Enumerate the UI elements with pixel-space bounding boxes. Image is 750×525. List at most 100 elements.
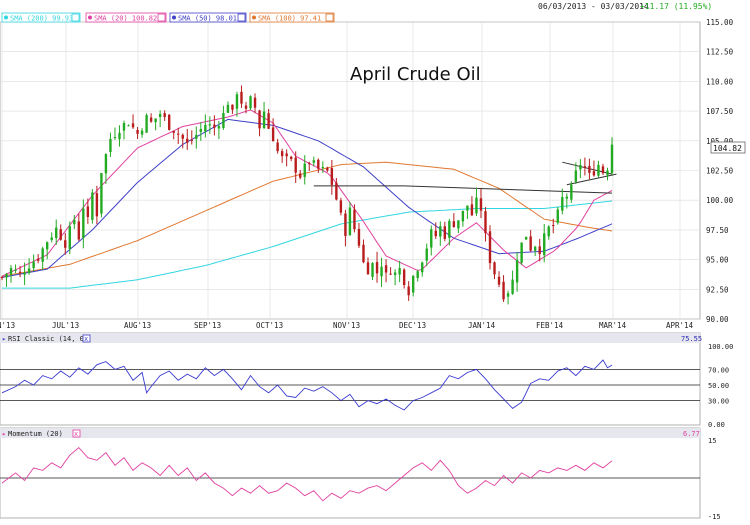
candle (543, 223, 546, 263)
candle (167, 113, 171, 131)
svg-text:x: x (84, 335, 88, 343)
candle (131, 114, 135, 129)
legend-close-icon[interactable] (325, 13, 334, 22)
candle (235, 91, 239, 117)
candle (452, 213, 456, 228)
candle (190, 130, 193, 145)
collapse-icon[interactable]: ▸ (2, 335, 6, 343)
legend-item[interactable]: SMA (50) 98.01 (169, 12, 247, 23)
candle (9, 265, 13, 283)
candle (321, 161, 325, 173)
candle (95, 185, 99, 225)
candle (502, 275, 505, 303)
candle (77, 213, 81, 241)
candle (384, 259, 388, 283)
candle (366, 257, 370, 275)
candle (588, 158, 591, 180)
legend-label: SMA (200) 99.93 (10, 15, 73, 23)
panel-tick-label: 0.00 (708, 421, 725, 429)
candle (524, 236, 528, 240)
candle (276, 138, 279, 154)
momentum-close-icon[interactable]: x (72, 429, 81, 438)
x-tick-label: SEP'13 (194, 321, 221, 330)
x-tick-label: DEC'13 (399, 321, 426, 330)
candle (208, 116, 212, 134)
candle (610, 137, 614, 175)
candle (249, 95, 252, 111)
legend-close-icon[interactable] (237, 13, 246, 22)
last-price-label: 104.82 (713, 144, 742, 153)
candle (41, 246, 44, 271)
y-tick-label: 110.00 (706, 77, 734, 86)
series-dot-icon (88, 15, 92, 20)
y-tick-label: 107.50 (706, 107, 734, 116)
candle (326, 166, 329, 173)
candle (172, 130, 175, 140)
candle (127, 124, 130, 127)
candle (136, 127, 139, 139)
candle (280, 148, 284, 163)
candle (565, 193, 569, 209)
candle (461, 210, 465, 227)
y-tick-label: 92.50 (706, 285, 729, 294)
rsi-panel-header (0, 333, 700, 343)
rsi-close-icon[interactable]: x (82, 334, 91, 343)
candle (344, 209, 347, 247)
legend-item[interactable]: SMA (20) 100.82 (85, 12, 167, 23)
candle (5, 273, 8, 287)
candle (308, 161, 311, 171)
x-tick-label: FEB'14 (536, 321, 564, 330)
candle (294, 151, 297, 183)
candle (213, 115, 216, 136)
candle (109, 132, 112, 157)
candle (27, 258, 31, 275)
y-tick-label: 90.00 (706, 315, 729, 324)
candle (470, 196, 474, 217)
candle (68, 221, 71, 255)
candle (493, 261, 496, 280)
legend-label: SMA (50) 98.01 (178, 15, 237, 23)
y-tick-label: 100.00 (706, 196, 734, 205)
legend-close-icon[interactable] (157, 13, 166, 22)
candle (195, 126, 198, 149)
candle (556, 207, 559, 225)
candle (529, 229, 532, 252)
trend-line (566, 173, 617, 186)
candle (258, 109, 261, 137)
candle (289, 155, 293, 162)
candle (163, 110, 166, 121)
candle (36, 254, 40, 264)
candle (362, 239, 365, 264)
candle (561, 188, 564, 215)
candle (244, 101, 248, 114)
y-tick-label: 97.50 (706, 226, 729, 235)
sma-20-line (1, 109, 613, 277)
date-range: 06/03/2013 - 03/03/2014 (538, 2, 649, 11)
candle (398, 260, 401, 283)
candle (533, 245, 537, 257)
candle (240, 85, 243, 108)
candle (421, 261, 424, 277)
candle (357, 222, 361, 249)
candle (574, 162, 578, 185)
candle (520, 242, 523, 265)
candle (154, 118, 157, 131)
legend-label: SMA (20) 100.82 (94, 15, 157, 23)
legend-item[interactable]: SMA (200) 99.93 (1, 12, 81, 23)
candle (457, 220, 460, 234)
candle (488, 225, 492, 270)
candle (583, 157, 587, 176)
y-tick-label: 115.00 (706, 18, 734, 27)
candle (515, 251, 519, 292)
legend-item[interactable]: SMA (100) 97.41 (249, 12, 335, 23)
candle (375, 251, 379, 283)
legend-close-icon[interactable] (71, 13, 80, 22)
candle (267, 109, 270, 130)
candle (204, 114, 207, 138)
collapse-icon[interactable]: ▸ (2, 430, 6, 438)
candle (231, 104, 234, 114)
momentum-value: 6.77 (683, 430, 700, 438)
candle (285, 149, 288, 167)
indicator-line (1, 446, 613, 502)
